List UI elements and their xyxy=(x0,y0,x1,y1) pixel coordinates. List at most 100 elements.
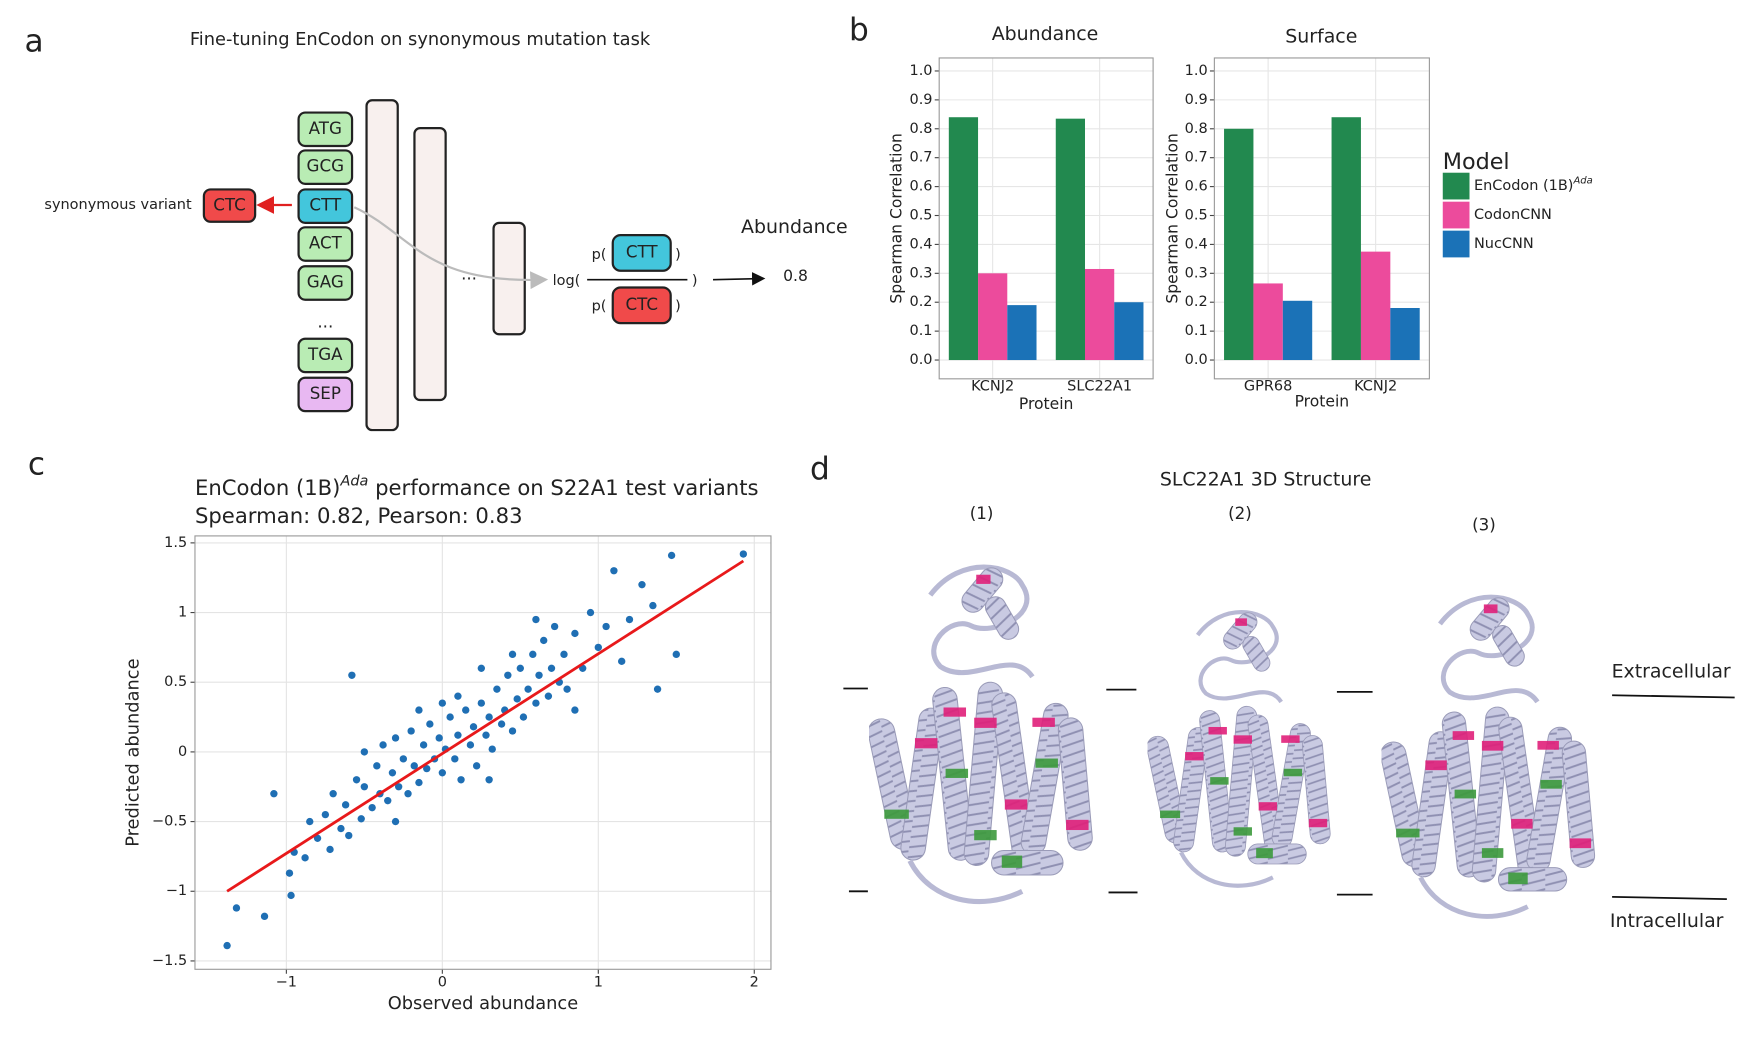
plot-border xyxy=(1213,57,1430,380)
view-label: (1) xyxy=(970,503,994,523)
token: SEP xyxy=(310,383,341,403)
point xyxy=(540,636,548,645)
point xyxy=(352,776,361,784)
y-tick-label: 0.8 xyxy=(909,121,932,137)
y-tick-label: 0.9 xyxy=(1185,92,1208,108)
point xyxy=(532,615,540,624)
y-tick-label: 0.1 xyxy=(1185,323,1208,339)
token: ACT xyxy=(309,233,343,253)
point xyxy=(672,650,680,659)
point xyxy=(516,664,524,672)
point xyxy=(394,783,403,791)
model-layers xyxy=(256,99,766,432)
point xyxy=(360,783,369,791)
bar xyxy=(978,273,1008,361)
point xyxy=(544,692,553,700)
view-label: (3) xyxy=(1472,514,1496,534)
title-text: performance on S22A1 test variants xyxy=(368,475,758,500)
point xyxy=(438,699,447,707)
point xyxy=(223,941,231,950)
diagram-title: Fine-tuning EnCodon on synonymous mutati… xyxy=(190,29,651,50)
point xyxy=(625,615,634,624)
chart-title: EnCodon (1B)Ada performance on S22A1 tes… xyxy=(195,473,759,500)
point xyxy=(391,817,400,826)
point xyxy=(407,727,415,735)
point xyxy=(435,734,443,742)
membrane-label: Intracellular xyxy=(1610,910,1724,932)
point xyxy=(497,720,506,728)
point xyxy=(504,671,512,679)
point xyxy=(466,741,475,749)
y-tick-label: 0.6 xyxy=(909,179,932,195)
bar xyxy=(1360,251,1391,361)
point xyxy=(454,731,462,739)
y-tick-label: 0.0 xyxy=(1185,352,1208,368)
point xyxy=(306,817,314,826)
x-tick-label: −1 xyxy=(276,975,297,991)
point xyxy=(337,824,345,833)
bar xyxy=(1085,268,1115,361)
point xyxy=(451,755,459,763)
fit-line xyxy=(226,559,745,893)
token: ATG xyxy=(309,118,342,138)
y-tick-label: 0.1 xyxy=(909,323,932,339)
x-axis-label: Protein xyxy=(1295,393,1350,411)
y-tick-label: 0.5 xyxy=(909,208,932,224)
view-label: (2) xyxy=(1228,503,1252,523)
title-superscript: Ada xyxy=(339,473,368,489)
token: GCG xyxy=(307,156,345,176)
point xyxy=(638,581,646,589)
y-tick-label: 0.7 xyxy=(1185,150,1208,166)
y-tick-label: 0.9 xyxy=(909,92,932,108)
point xyxy=(594,643,602,652)
plot-border xyxy=(194,535,772,970)
point xyxy=(399,755,408,763)
facet-title: Surface xyxy=(1285,25,1357,47)
point xyxy=(602,622,610,631)
point xyxy=(508,727,517,735)
point xyxy=(287,891,295,900)
point xyxy=(535,671,543,679)
token-box xyxy=(297,337,354,374)
point xyxy=(438,769,447,777)
token-box xyxy=(297,265,354,301)
formula: ) xyxy=(675,298,681,314)
point xyxy=(649,601,657,610)
point xyxy=(260,912,269,921)
token-box xyxy=(297,226,354,262)
y-axis-label: Spearman Correlation xyxy=(1164,133,1182,303)
y-tick-label: 0.5 xyxy=(1185,208,1208,224)
point xyxy=(610,567,618,575)
point xyxy=(368,803,376,812)
plot-border xyxy=(938,57,1154,380)
plot-background xyxy=(194,535,771,970)
point xyxy=(388,769,397,777)
point xyxy=(667,551,676,560)
legend-superscript: Ada xyxy=(1572,176,1592,187)
point xyxy=(301,854,309,862)
y-tick-label: 0.8 xyxy=(1185,121,1208,137)
point xyxy=(469,723,478,731)
y-tick-label: 1 xyxy=(178,605,187,621)
token-box xyxy=(297,111,354,148)
token-box xyxy=(297,376,354,413)
legend-swatch xyxy=(1442,230,1470,258)
formula: log( xyxy=(553,273,581,289)
y-tick-label: 1.0 xyxy=(909,63,932,79)
y-tick-label: −1 xyxy=(166,883,187,899)
output-label: Abundance xyxy=(741,216,848,238)
point xyxy=(653,685,662,693)
token: ... xyxy=(317,312,333,332)
point xyxy=(313,834,322,842)
y-tick-label: 0.6 xyxy=(1185,179,1208,195)
point xyxy=(326,845,334,854)
point xyxy=(379,741,387,749)
bar xyxy=(1390,308,1420,361)
membrane-label: Extracellular xyxy=(1612,660,1731,682)
x-axis-label: Observed abundance xyxy=(388,993,578,1014)
point xyxy=(345,831,353,840)
point xyxy=(485,776,493,784)
point xyxy=(477,664,486,672)
